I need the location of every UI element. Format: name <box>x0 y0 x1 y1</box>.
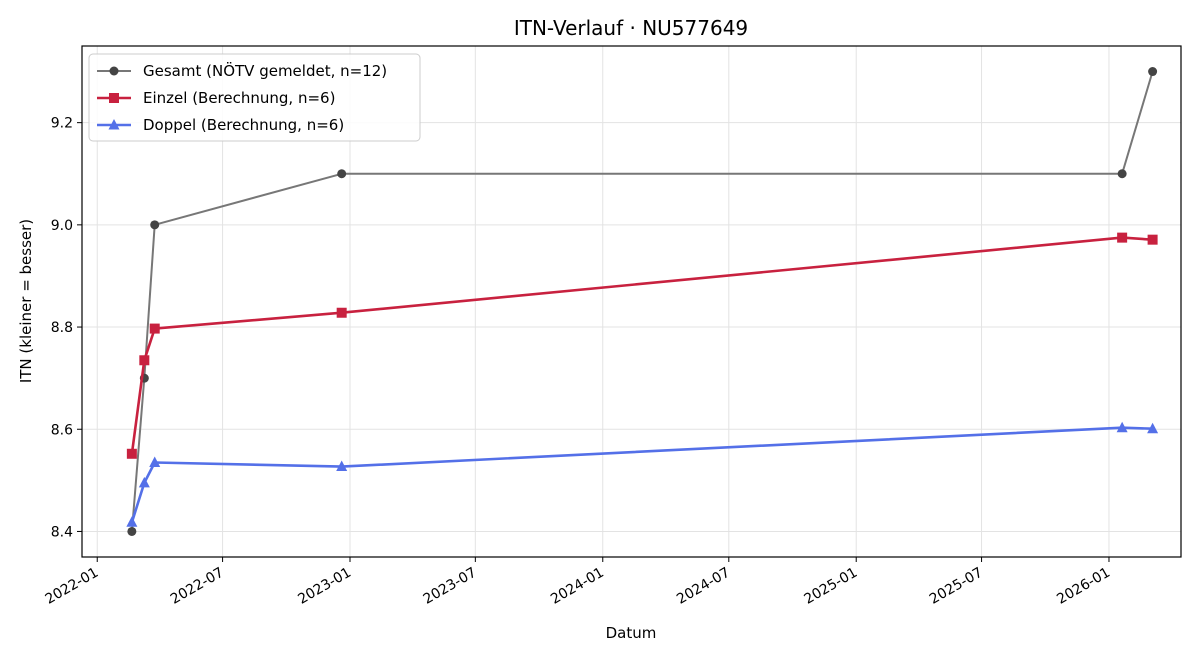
y-tick-label: 8.4 <box>51 524 73 540</box>
data-point <box>336 460 348 472</box>
x-axis-title: Datum <box>606 624 657 642</box>
series-line <box>130 426 1153 523</box>
data-point <box>1116 421 1128 433</box>
series-line <box>130 236 1153 454</box>
x-tick-label: 2022-01 <box>43 565 102 608</box>
data-point <box>127 526 137 536</box>
x-tick-label: 2023-01 <box>295 565 354 608</box>
legend-label: Doppel (Berechnung, n=6) <box>143 116 344 134</box>
y-tick-label: 8.6 <box>51 422 73 438</box>
x-tick-label: 2026-01 <box>1054 565 1113 608</box>
series-0 <box>127 67 1158 536</box>
x-axis: 2022-01 2022-07 2023-01 2023-07 2024-01 2024-… <box>43 557 1113 608</box>
x-tick-label: 2023-07 <box>421 565 480 608</box>
y-axis: 8.4 8.6 8.8 9.0 9.2 <box>51 116 82 540</box>
data-point <box>138 476 150 488</box>
data-point <box>1117 232 1128 243</box>
legend-swatch-marker <box>108 119 120 130</box>
x-tick-label: 2022-07 <box>168 565 227 608</box>
series-1 <box>126 232 1158 459</box>
legend-box <box>88 53 421 142</box>
y-axis-title: ITN (kleiner = besser) <box>17 219 35 383</box>
data-point <box>149 323 160 334</box>
series-line <box>130 71 1154 532</box>
y-tick-label: 8.8 <box>51 320 73 336</box>
data-point <box>337 169 347 179</box>
data-point <box>1147 234 1158 245</box>
legend-entry: Gesamt (NÖTV gemeldet, n=12) <box>97 61 387 80</box>
data-point <box>149 456 161 467</box>
data-point <box>126 448 137 459</box>
plot-series <box>126 67 1159 536</box>
data-point <box>1117 169 1127 179</box>
chart-title: ITN-Verlauf · NU577649 <box>514 16 748 40</box>
data-point <box>1148 67 1158 77</box>
legend-entry: Doppel (Berechnung, n=6) <box>97 116 344 134</box>
x-tick-label: 2025-01 <box>802 565 861 608</box>
data-point <box>1147 422 1159 434</box>
legend-swatch-marker <box>109 66 119 76</box>
x-tick-label: 2024-01 <box>548 565 607 608</box>
legend: Gesamt (NÖTV gemeldet, n=12) Einzel (Bere… <box>88 53 421 142</box>
legend-entry: Einzel (Berechnung, n=6) <box>97 89 335 107</box>
plot-frame <box>81 45 1182 558</box>
x-tick-label: 2024-07 <box>674 565 733 608</box>
series-2 <box>126 421 1159 527</box>
y-tick-label: 9.0 <box>51 218 73 234</box>
y-tick-label: 9.2 <box>51 116 73 132</box>
legend-label: Gesamt (NÖTV gemeldet, n=12) <box>143 61 387 80</box>
legend-label: Einzel (Berechnung, n=6) <box>143 89 335 107</box>
legend-swatch-marker <box>109 93 119 103</box>
data-point <box>139 355 150 366</box>
x-tick-label: 2025-07 <box>927 565 986 608</box>
data-point <box>150 220 160 230</box>
data-point <box>336 307 347 318</box>
data-point <box>126 516 138 527</box>
